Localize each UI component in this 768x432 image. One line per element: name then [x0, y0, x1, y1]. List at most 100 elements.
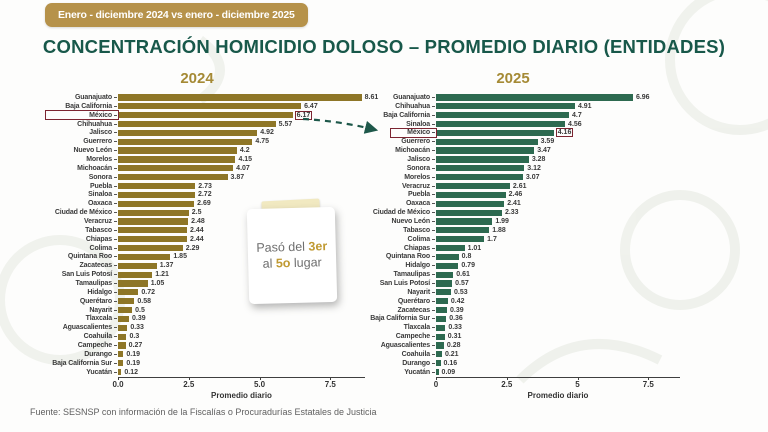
bar [118, 103, 302, 110]
bar [436, 156, 529, 163]
bar [436, 218, 493, 225]
bar [118, 306, 133, 314]
row-label-cell: Nayarit [28, 306, 118, 315]
bar [436, 298, 448, 305]
row-label: México [89, 111, 112, 119]
value-label: 4.92 [260, 129, 274, 137]
row-label-cell: Yucatán [344, 368, 436, 377]
y-tick-mark [114, 141, 117, 143]
y-tick-mark [432, 194, 435, 196]
value-label: 1.99 [495, 217, 509, 225]
bar [118, 165, 234, 172]
y-tick-mark [114, 353, 117, 355]
bar [118, 129, 258, 136]
bar [436, 368, 439, 376]
y-tick-mark [432, 185, 435, 187]
row-label: Colima [89, 244, 113, 252]
row-label-cell: Colima [344, 235, 436, 244]
bar [118, 147, 237, 154]
row-label-cell: Tamaulipas [344, 270, 436, 279]
row-label: Morelos [86, 155, 112, 163]
x-tick-label: 5 [575, 380, 580, 389]
value-label: 3.59 [540, 138, 555, 146]
y-tick-mark [432, 212, 435, 214]
bar [436, 182, 510, 190]
y-tick-mark [114, 300, 117, 302]
value-label: 5.57 [278, 120, 293, 128]
row-label: Baja California Sur [370, 315, 430, 323]
row-label-cell: Oaxaca [28, 199, 118, 208]
row-label: Campeche [395, 333, 430, 341]
bar [118, 156, 236, 163]
x-tick-mark [259, 377, 261, 380]
chart-row: Michoacán 3.47 [344, 146, 682, 155]
value-label: 0.12 [124, 368, 139, 376]
row-label-cell: Tlaxcala [28, 314, 118, 323]
value-label: 4.91 [577, 102, 592, 110]
y-tick-mark [432, 318, 435, 320]
bar [118, 280, 148, 287]
y-tick-mark [114, 247, 117, 249]
row-label-cell: Baja California Sur [344, 314, 436, 323]
row-label-cell: Tamaulipas [28, 279, 118, 288]
row-label: Aguascalientes [380, 341, 430, 349]
bar [436, 280, 453, 287]
chart-row: Guanajuato 6.96 [344, 93, 682, 102]
row-label: Ciudad de México [372, 209, 430, 217]
value-label: 8.61 [364, 93, 379, 101]
row-label: Baja California [383, 111, 430, 119]
bar [436, 360, 441, 367]
row-label: Tlaxcala [403, 324, 431, 332]
bar [118, 315, 130, 322]
y-tick-mark [114, 212, 117, 214]
row-label-cell: Querétaro [28, 297, 118, 306]
chart-row: Coahuila 0.3 [28, 332, 366, 341]
y-tick-mark [432, 265, 435, 267]
value-label: 2.5 [191, 209, 202, 217]
row-label: Tabasco [85, 226, 112, 234]
row-label: San Luis Potosí [379, 279, 430, 287]
chart-row: Ciudad de México 2.5 [28, 208, 366, 217]
row-label-cell: Chiapas [28, 235, 118, 244]
chart-row: Hidalgo 0.79 [344, 261, 682, 270]
x-axis-title: Promedio diario [211, 391, 272, 400]
note-plain-text: al [262, 255, 277, 271]
bar [118, 333, 127, 340]
row-label-cell: Michoacán [28, 164, 118, 173]
row-label: Oaxaca [405, 200, 430, 208]
chart-row: Jalisco 4.92 [28, 128, 366, 137]
y-tick-mark [114, 291, 117, 293]
value-label: 6.96 [635, 93, 650, 101]
y-tick-mark [432, 158, 435, 160]
chart-row: Ciudad de México 2.33 [344, 208, 682, 217]
row-label-cell: Durango [28, 350, 118, 359]
value-label: 0.21 [444, 350, 459, 358]
value-label: 0.36 [449, 315, 463, 323]
chart-row: Querétaro 0.42 [344, 297, 682, 306]
row-label: Sinaloa [406, 120, 430, 128]
chart-row: Tamaulipas 0.61 [344, 270, 682, 279]
y-tick-mark [114, 105, 117, 107]
row-label-cell: México [344, 127, 437, 138]
bar [436, 342, 444, 349]
chart-row: Tlaxcala 0.39 [28, 314, 366, 323]
row-label: Chihuahua [77, 120, 112, 128]
bar [118, 236, 188, 243]
chart-row: Baja California 4.7 [344, 111, 682, 120]
bar [118, 200, 195, 207]
bar [118, 120, 276, 128]
value-label: 1.01 [467, 244, 482, 252]
row-label-cell: Guanajuato [344, 93, 436, 102]
bar [436, 306, 448, 314]
row-label-cell: Oaxaca [344, 199, 436, 208]
y-tick-mark [432, 167, 435, 169]
row-label-cell: Ciudad de México [28, 208, 118, 217]
chart-row: Durango 0.16 [344, 359, 682, 368]
y-tick-mark [114, 265, 117, 267]
row-label: Veracruz [402, 182, 430, 190]
bar [436, 165, 525, 172]
y-tick-mark [114, 114, 117, 116]
row-label: Baja California [65, 102, 112, 110]
y-tick-mark [432, 291, 435, 293]
chart-row: Campeche 0.27 [28, 341, 366, 350]
